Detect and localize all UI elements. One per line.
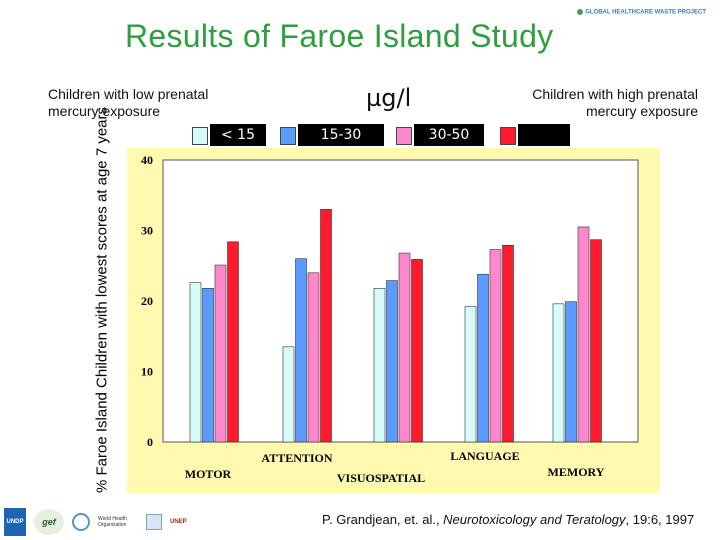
caption-low-exposure: Children with low prenatal mercury expos… <box>48 86 209 119</box>
bar-visuospatial-series-3 <box>411 259 423 443</box>
y-tick-label: 10 <box>141 365 153 379</box>
legend-label-30-50: 30-50 <box>414 124 484 146</box>
bar-attention-series-2 <box>307 272 320 443</box>
x-category-label-language: LANGUAGE <box>450 449 519 463</box>
x-category-label-visuospatial: VISUOSPATIAL <box>337 471 425 485</box>
bar-attention-series-1 <box>295 258 307 443</box>
x-category-label-attention: ATTENTION <box>261 451 332 465</box>
bar-memory-series-3 <box>590 239 602 443</box>
citation-journal: Neurotoxicology and Teratology <box>443 512 626 527</box>
caption-high-exposure: Children with high prenatal mercury expo… <box>532 86 698 119</box>
y-tick-label: 20 <box>141 294 153 308</box>
legend-swatch-30-50 <box>396 127 412 145</box>
x-category-label-memory: MEMORY <box>548 465 605 479</box>
slide-title: Results of Faroe Island Study <box>125 18 554 54</box>
citation: P. Grandjean, et. al., Neurotoxicology a… <box>322 512 694 527</box>
legend-label-15-30: 15-30 <box>298 124 384 146</box>
bar-language-series-3 <box>502 245 514 443</box>
undp-logo-text: UNDP <box>6 518 24 525</box>
bar-motor-series-0 <box>189 282 202 443</box>
unit-label: µg/l <box>366 84 412 112</box>
unep-logo: UNEP <box>170 518 187 525</box>
bar-memory-series-0 <box>552 303 565 443</box>
bar-attention-series-3 <box>320 209 332 443</box>
brand-dot-icon <box>577 9 584 15</box>
bar-motor-series-3 <box>227 241 239 443</box>
sponsor-logos: UNDP gef World Health Organization UNEP <box>4 508 204 536</box>
legend-label-lt15: < 15 <box>210 124 266 146</box>
bar-language-series-0 <box>464 306 477 443</box>
legend-swatch-15-30 <box>280 127 296 145</box>
bar-visuospatial-series-1 <box>386 280 398 443</box>
bar-motor-series-1 <box>202 288 214 443</box>
bar-visuospatial-series-0 <box>373 288 386 443</box>
who-globe-icon <box>72 513 90 531</box>
citation-author: P. Grandjean, et. al., <box>322 512 444 527</box>
partner-logo-icon <box>146 514 162 530</box>
y-tick-label: 40 <box>141 153 153 167</box>
undp-logo: UNDP <box>4 508 26 536</box>
legend-swatch-gt50 <box>500 127 516 145</box>
bar-language-series-1 <box>477 273 489 443</box>
legend-swatch-lt15 <box>192 127 208 145</box>
y-tick-label: 0 <box>147 435 153 449</box>
bar-visuospatial-series-2 <box>398 252 411 443</box>
legend-label-gt50 <box>518 124 570 146</box>
brand-logo: GLOBAL HEALTHCARE WASTE PROJECT <box>577 9 706 16</box>
x-category-label-motor: MOTOR <box>185 467 232 481</box>
bar-attention-series-0 <box>282 346 295 443</box>
who-logo-text: World Health Organization <box>98 516 127 528</box>
bar-motor-series-2 <box>214 264 227 443</box>
citation-issue: , 19:6, 1997 <box>625 512 695 527</box>
bar-memory-series-1 <box>565 301 577 443</box>
brand-text: GLOBAL HEALTHCARE WASTE PROJECT <box>585 9 706 16</box>
y-tick-label: 30 <box>141 224 153 238</box>
gef-logo: gef <box>34 509 64 535</box>
bar-language-series-2 <box>489 249 502 443</box>
bar-memory-series-2 <box>577 226 590 443</box>
